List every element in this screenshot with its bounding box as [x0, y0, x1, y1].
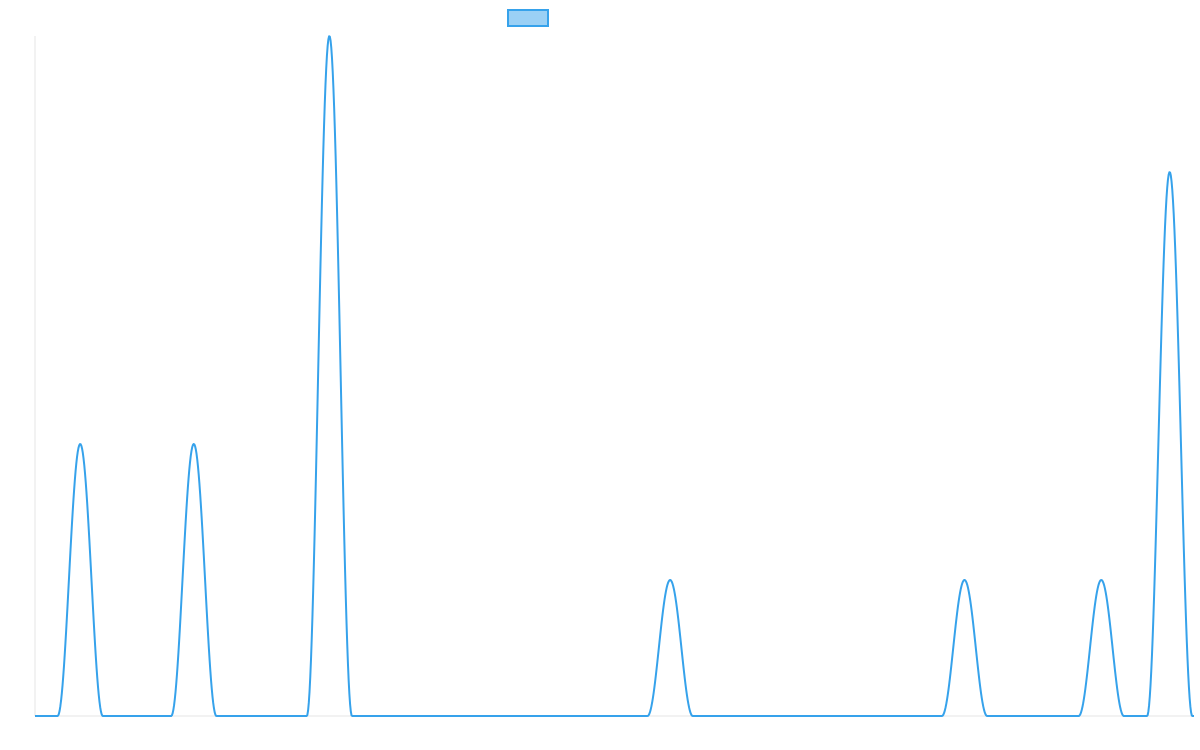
data-point-4[interactable]: [961, 576, 969, 584]
legend-swatch[interactable]: [507, 9, 549, 27]
series-line-0: [34, 35, 1195, 717]
data-point-0[interactable]: [76, 440, 84, 448]
data-point-6[interactable]: [1166, 168, 1174, 176]
data-point-5[interactable]: [1097, 576, 1105, 584]
data-point-3[interactable]: [666, 576, 674, 584]
series-layer: [34, 32, 1195, 717]
data-point-2[interactable]: [325, 32, 333, 40]
axes: [34, 36, 1194, 717]
legend[interactable]: [507, 9, 549, 27]
data-point-1[interactable]: [190, 440, 198, 448]
